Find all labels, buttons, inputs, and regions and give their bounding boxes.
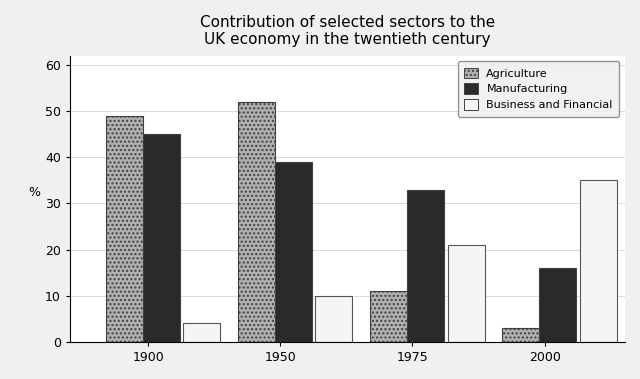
Bar bbox=[407, 190, 444, 342]
Legend: Agriculture, Manufacturing, Business and Financial: Agriculture, Manufacturing, Business and… bbox=[458, 61, 620, 117]
Bar bbox=[447, 245, 484, 342]
Bar bbox=[238, 102, 275, 342]
Bar bbox=[275, 162, 312, 342]
Bar bbox=[539, 268, 576, 342]
Bar bbox=[316, 296, 353, 342]
Bar bbox=[502, 328, 539, 342]
Y-axis label: %: % bbox=[28, 186, 40, 199]
Title: Contribution of selected sectors to the
UK economy in the twentieth century: Contribution of selected sectors to the … bbox=[200, 15, 495, 47]
Bar bbox=[183, 324, 220, 342]
Bar bbox=[143, 134, 180, 342]
Bar bbox=[106, 116, 143, 342]
Bar bbox=[370, 291, 407, 342]
Bar bbox=[580, 180, 617, 342]
